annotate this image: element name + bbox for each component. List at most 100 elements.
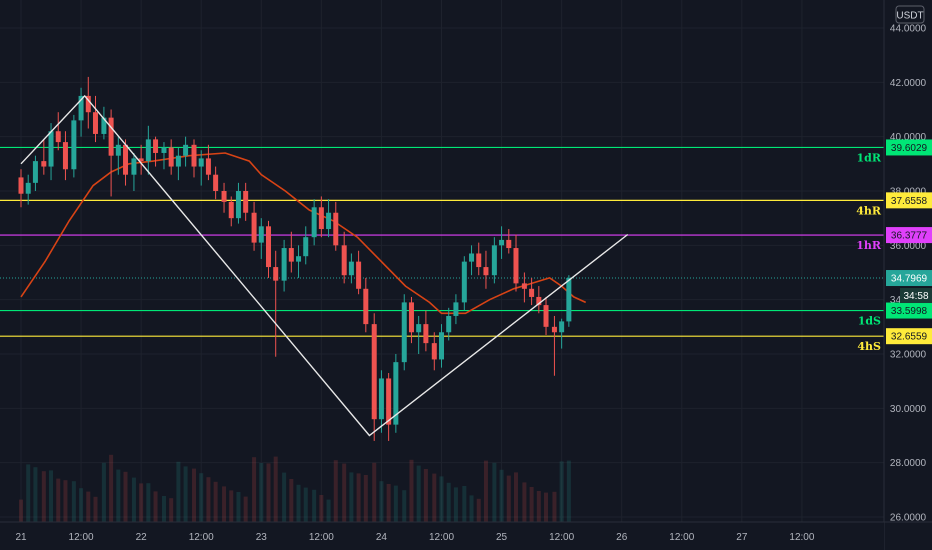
candle <box>175 147 181 181</box>
candle-body <box>296 256 302 262</box>
candle-body <box>311 207 317 238</box>
candle <box>18 169 24 208</box>
volume-bar <box>416 465 421 522</box>
candle-body <box>55 131 61 143</box>
x-tick-label: 23 <box>256 532 268 543</box>
volume-bar <box>372 462 377 522</box>
candle <box>273 250 279 357</box>
candle <box>326 199 332 238</box>
candle-body <box>25 182 31 194</box>
candle <box>243 182 249 221</box>
candle-body <box>92 112 98 134</box>
candle-body <box>559 321 565 333</box>
volume-bar <box>363 475 368 522</box>
x-tick-label: 26 <box>616 532 628 543</box>
y-tick-label: 26.0000 <box>890 513 927 524</box>
level-price-badge: 36.3777 <box>891 231 928 242</box>
candle <box>55 112 61 151</box>
volume-bar <box>303 487 308 522</box>
candle-body <box>288 248 294 262</box>
candle <box>228 196 234 227</box>
candle <box>371 313 377 441</box>
volume-bar <box>101 462 106 522</box>
volume-bar <box>566 460 571 522</box>
volume-bar <box>146 483 151 522</box>
level-price-badge: 32.6559 <box>891 332 928 343</box>
candle-body <box>62 142 68 170</box>
currency-button[interactable]: USDT <box>895 5 925 24</box>
candle <box>108 109 114 197</box>
volume-bar <box>319 495 324 522</box>
volume-bar <box>153 491 158 522</box>
candle <box>551 315 557 376</box>
volume-bar <box>462 486 467 522</box>
volume-bar <box>386 484 391 522</box>
candle-body <box>551 326 557 333</box>
candle <box>101 106 107 140</box>
x-tick-label: 12:00 <box>69 532 94 543</box>
candle-body <box>408 302 414 333</box>
volume-bar <box>432 473 437 522</box>
candle <box>521 272 527 303</box>
candle <box>78 87 84 137</box>
volume-bar <box>266 463 271 522</box>
volume-bar <box>552 491 557 522</box>
candle-body <box>183 144 189 156</box>
volume-bar <box>169 498 174 522</box>
volume-bar <box>379 481 384 522</box>
y-tick-label: 38.0000 <box>890 187 927 198</box>
candle-body <box>348 261 354 276</box>
level-tag-1dr: 1dR <box>857 151 882 164</box>
countdown-timer: 34:58 <box>903 291 928 302</box>
volume-bar <box>333 460 338 522</box>
candle <box>296 245 302 278</box>
time-axis-panel[interactable] <box>0 522 884 550</box>
candle-body <box>333 212 339 246</box>
volume-bar <box>206 477 211 522</box>
candle <box>25 174 31 205</box>
candle <box>183 136 189 167</box>
y-tick-label: 30.0000 <box>890 404 927 415</box>
x-tick-label: 12:00 <box>789 532 814 543</box>
candle <box>423 310 429 352</box>
candle-body <box>123 144 129 175</box>
candle-body <box>41 161 47 167</box>
candle-body <box>153 139 159 153</box>
volume-bar <box>139 483 144 522</box>
volume-bar <box>109 454 114 522</box>
volume-bar <box>116 469 121 522</box>
candle-body <box>506 239 512 249</box>
level-price-badge-bg <box>886 192 932 209</box>
candle-body <box>566 277 572 322</box>
candle-body <box>378 378 384 420</box>
y-tick-label: 32.0000 <box>890 350 927 361</box>
volume-bar <box>229 490 234 522</box>
currency-label: USDT <box>896 11 923 22</box>
candle <box>378 370 384 433</box>
candle-body <box>453 302 459 316</box>
candle-body <box>175 155 181 167</box>
candle-body <box>483 267 489 276</box>
candle-body <box>273 267 279 281</box>
candle <box>499 226 505 259</box>
volume-bar <box>71 481 76 522</box>
candle <box>401 294 407 371</box>
candle-body <box>326 212 332 230</box>
candle <box>431 332 437 371</box>
candle <box>356 250 362 295</box>
candle-body <box>393 362 399 425</box>
candle <box>393 354 399 433</box>
candle <box>258 218 264 259</box>
candle-body <box>341 245 347 276</box>
candle <box>469 245 475 276</box>
level-tag-4hr: 4hR <box>856 204 882 217</box>
candle-body <box>258 226 264 243</box>
volume-bar <box>56 478 61 522</box>
x-tick-label: 12:00 <box>309 532 334 543</box>
volume-bar <box>393 485 398 522</box>
volume-bar <box>356 473 361 522</box>
trend-line[interactable] <box>20 94 629 437</box>
candle <box>251 201 257 251</box>
